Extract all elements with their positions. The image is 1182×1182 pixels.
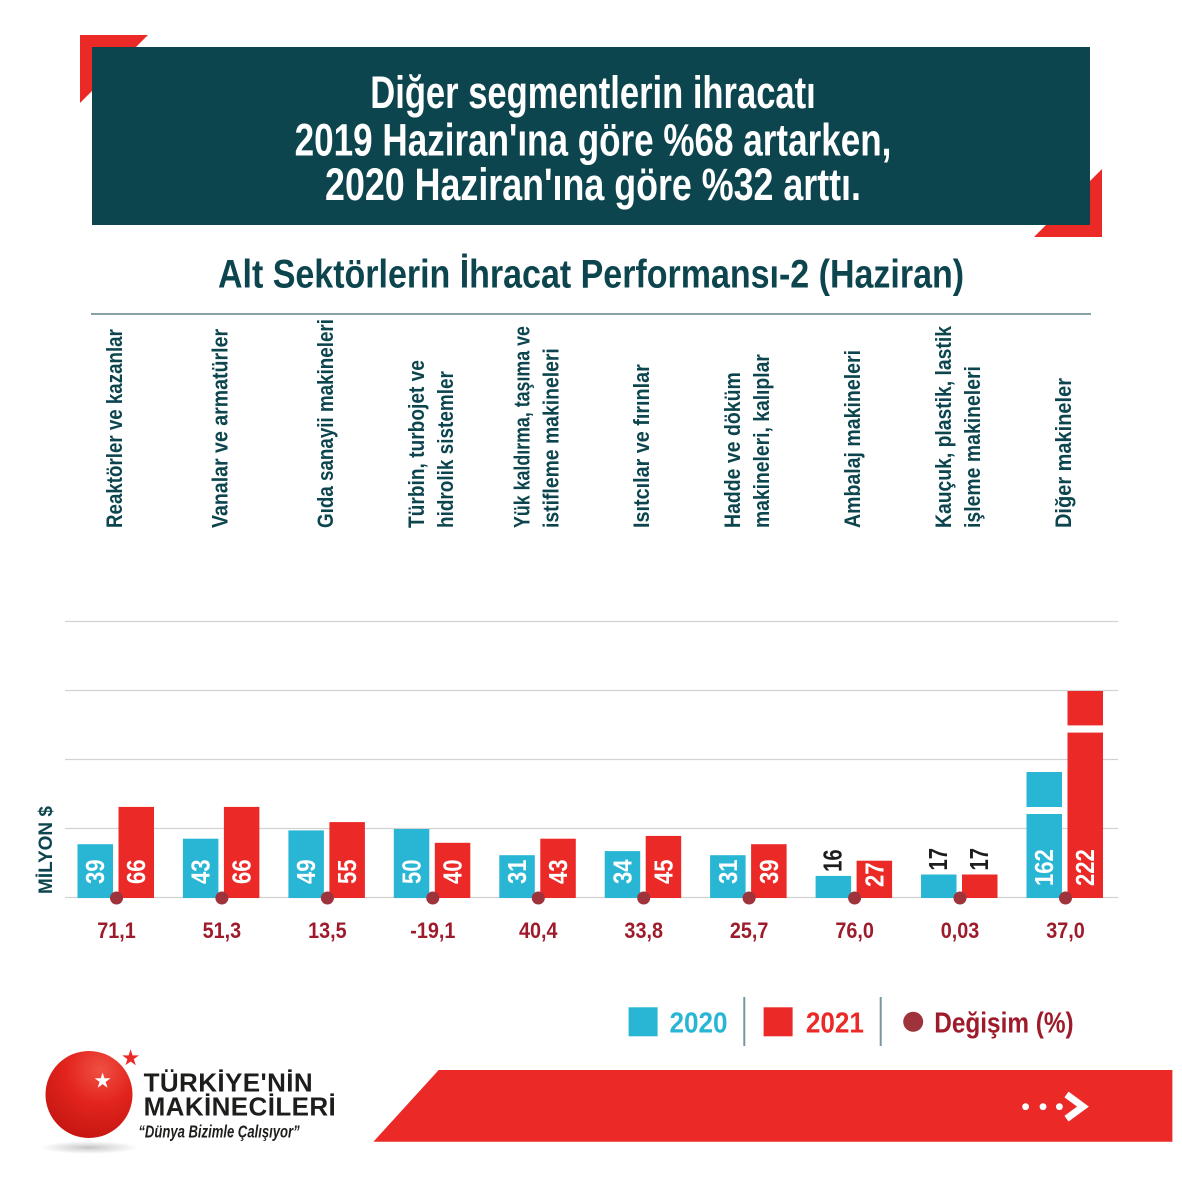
- svg-text:37,0: 37,0: [1046, 919, 1085, 943]
- svg-text:55: 55: [333, 859, 362, 884]
- svg-text:2019 Haziran'ına göre %68 arta: 2019 Haziran'ına göre %68 artarken,: [295, 114, 892, 165]
- svg-text:Gıda sanayii makineleri: Gıda sanayii makineleri: [314, 319, 339, 528]
- svg-text:43: 43: [187, 859, 216, 884]
- svg-text:Değişim (%): Değişim (%): [934, 1007, 1073, 1039]
- svg-text:MİLYON $: MİLYON $: [36, 806, 57, 894]
- svg-text:25,7: 25,7: [730, 919, 769, 943]
- svg-text:Vanalar ve armatürler: Vanalar ve armatürler: [208, 329, 232, 528]
- svg-text:66: 66: [123, 859, 152, 884]
- svg-text:50: 50: [398, 859, 427, 884]
- svg-text:33,8: 33,8: [624, 919, 663, 943]
- svg-text:43: 43: [544, 859, 573, 884]
- svg-text:51,3: 51,3: [203, 919, 242, 943]
- svg-text:162: 162: [1031, 849, 1060, 886]
- svg-text:Hadde ve döküm: Hadde ve döküm: [721, 372, 745, 528]
- svg-text:34: 34: [609, 859, 638, 884]
- svg-text:Isıtcılar ve fırınlar: Isıtcılar ve fırınlar: [630, 364, 654, 528]
- svg-text:13,5: 13,5: [308, 919, 347, 943]
- svg-text:istifleme makineleri: istifleme makineleri: [539, 348, 563, 528]
- svg-text:hidrolik sistemler: hidrolik sistemler: [434, 371, 459, 528]
- svg-text:39: 39: [82, 859, 111, 884]
- svg-text:31: 31: [714, 859, 743, 884]
- svg-text:76,0: 76,0: [835, 919, 874, 943]
- svg-text:işleme makineleri: işleme makineleri: [961, 366, 985, 528]
- svg-text:-19,1: -19,1: [410, 919, 455, 943]
- svg-text:Ambalaj makineleri: Ambalaj makineleri: [841, 350, 865, 528]
- svg-text:40: 40: [439, 859, 468, 884]
- svg-text:2020 Haziran'ına göre %32 artt: 2020 Haziran'ına göre %32 arttı.: [325, 159, 861, 210]
- svg-text:45: 45: [650, 859, 679, 884]
- svg-text:0,03: 0,03: [941, 919, 980, 943]
- svg-text:2021: 2021: [806, 1006, 864, 1039]
- svg-text:31: 31: [503, 859, 532, 884]
- svg-text:“Dünya Bizimle Çalışıyor”: “Dünya Bizimle Çalışıyor”: [138, 1123, 299, 1142]
- svg-text:Diğer segmentlerin ihracatı: Diğer segmentlerin ihracatı: [370, 68, 815, 118]
- svg-text:49: 49: [292, 859, 321, 884]
- svg-text:66: 66: [228, 859, 257, 884]
- svg-text:71,1: 71,1: [97, 919, 136, 943]
- svg-text:17: 17: [964, 848, 993, 871]
- svg-text:Kauçuk, plastik, lastik: Kauçuk, plastik, lastik: [932, 326, 956, 528]
- svg-text:39: 39: [755, 859, 784, 884]
- svg-text:2020: 2020: [670, 1006, 728, 1039]
- svg-text:Reaktörler ve kazanlar: Reaktörler ve kazanlar: [104, 329, 128, 528]
- svg-text:222: 222: [1072, 849, 1101, 886]
- svg-text:Türbin, turbojet ve: Türbin, turbojet ve: [405, 360, 430, 528]
- svg-text:Diğer makineler: Diğer makineler: [1052, 378, 1076, 528]
- svg-text:17: 17: [923, 848, 952, 871]
- svg-text:27: 27: [861, 862, 890, 887]
- svg-text:40,4: 40,4: [519, 919, 558, 943]
- svg-text:16: 16: [818, 849, 847, 872]
- svg-text:Yük kaldırma, taşıma ve: Yük kaldırma, taşıma ve: [511, 326, 535, 528]
- svg-text:makineleri, kalıplar: makineleri, kalıplar: [750, 354, 774, 528]
- svg-text:TÜRKİYE'NİN: TÜRKİYE'NİN: [144, 1067, 313, 1097]
- svg-text:Alt Sektörlerin İhracat Perfor: Alt Sektörlerin İhracat Performansı-2 (H…: [218, 251, 964, 296]
- svg-text:MAKİNECİLERİ: MAKİNECİLERİ: [144, 1091, 337, 1121]
